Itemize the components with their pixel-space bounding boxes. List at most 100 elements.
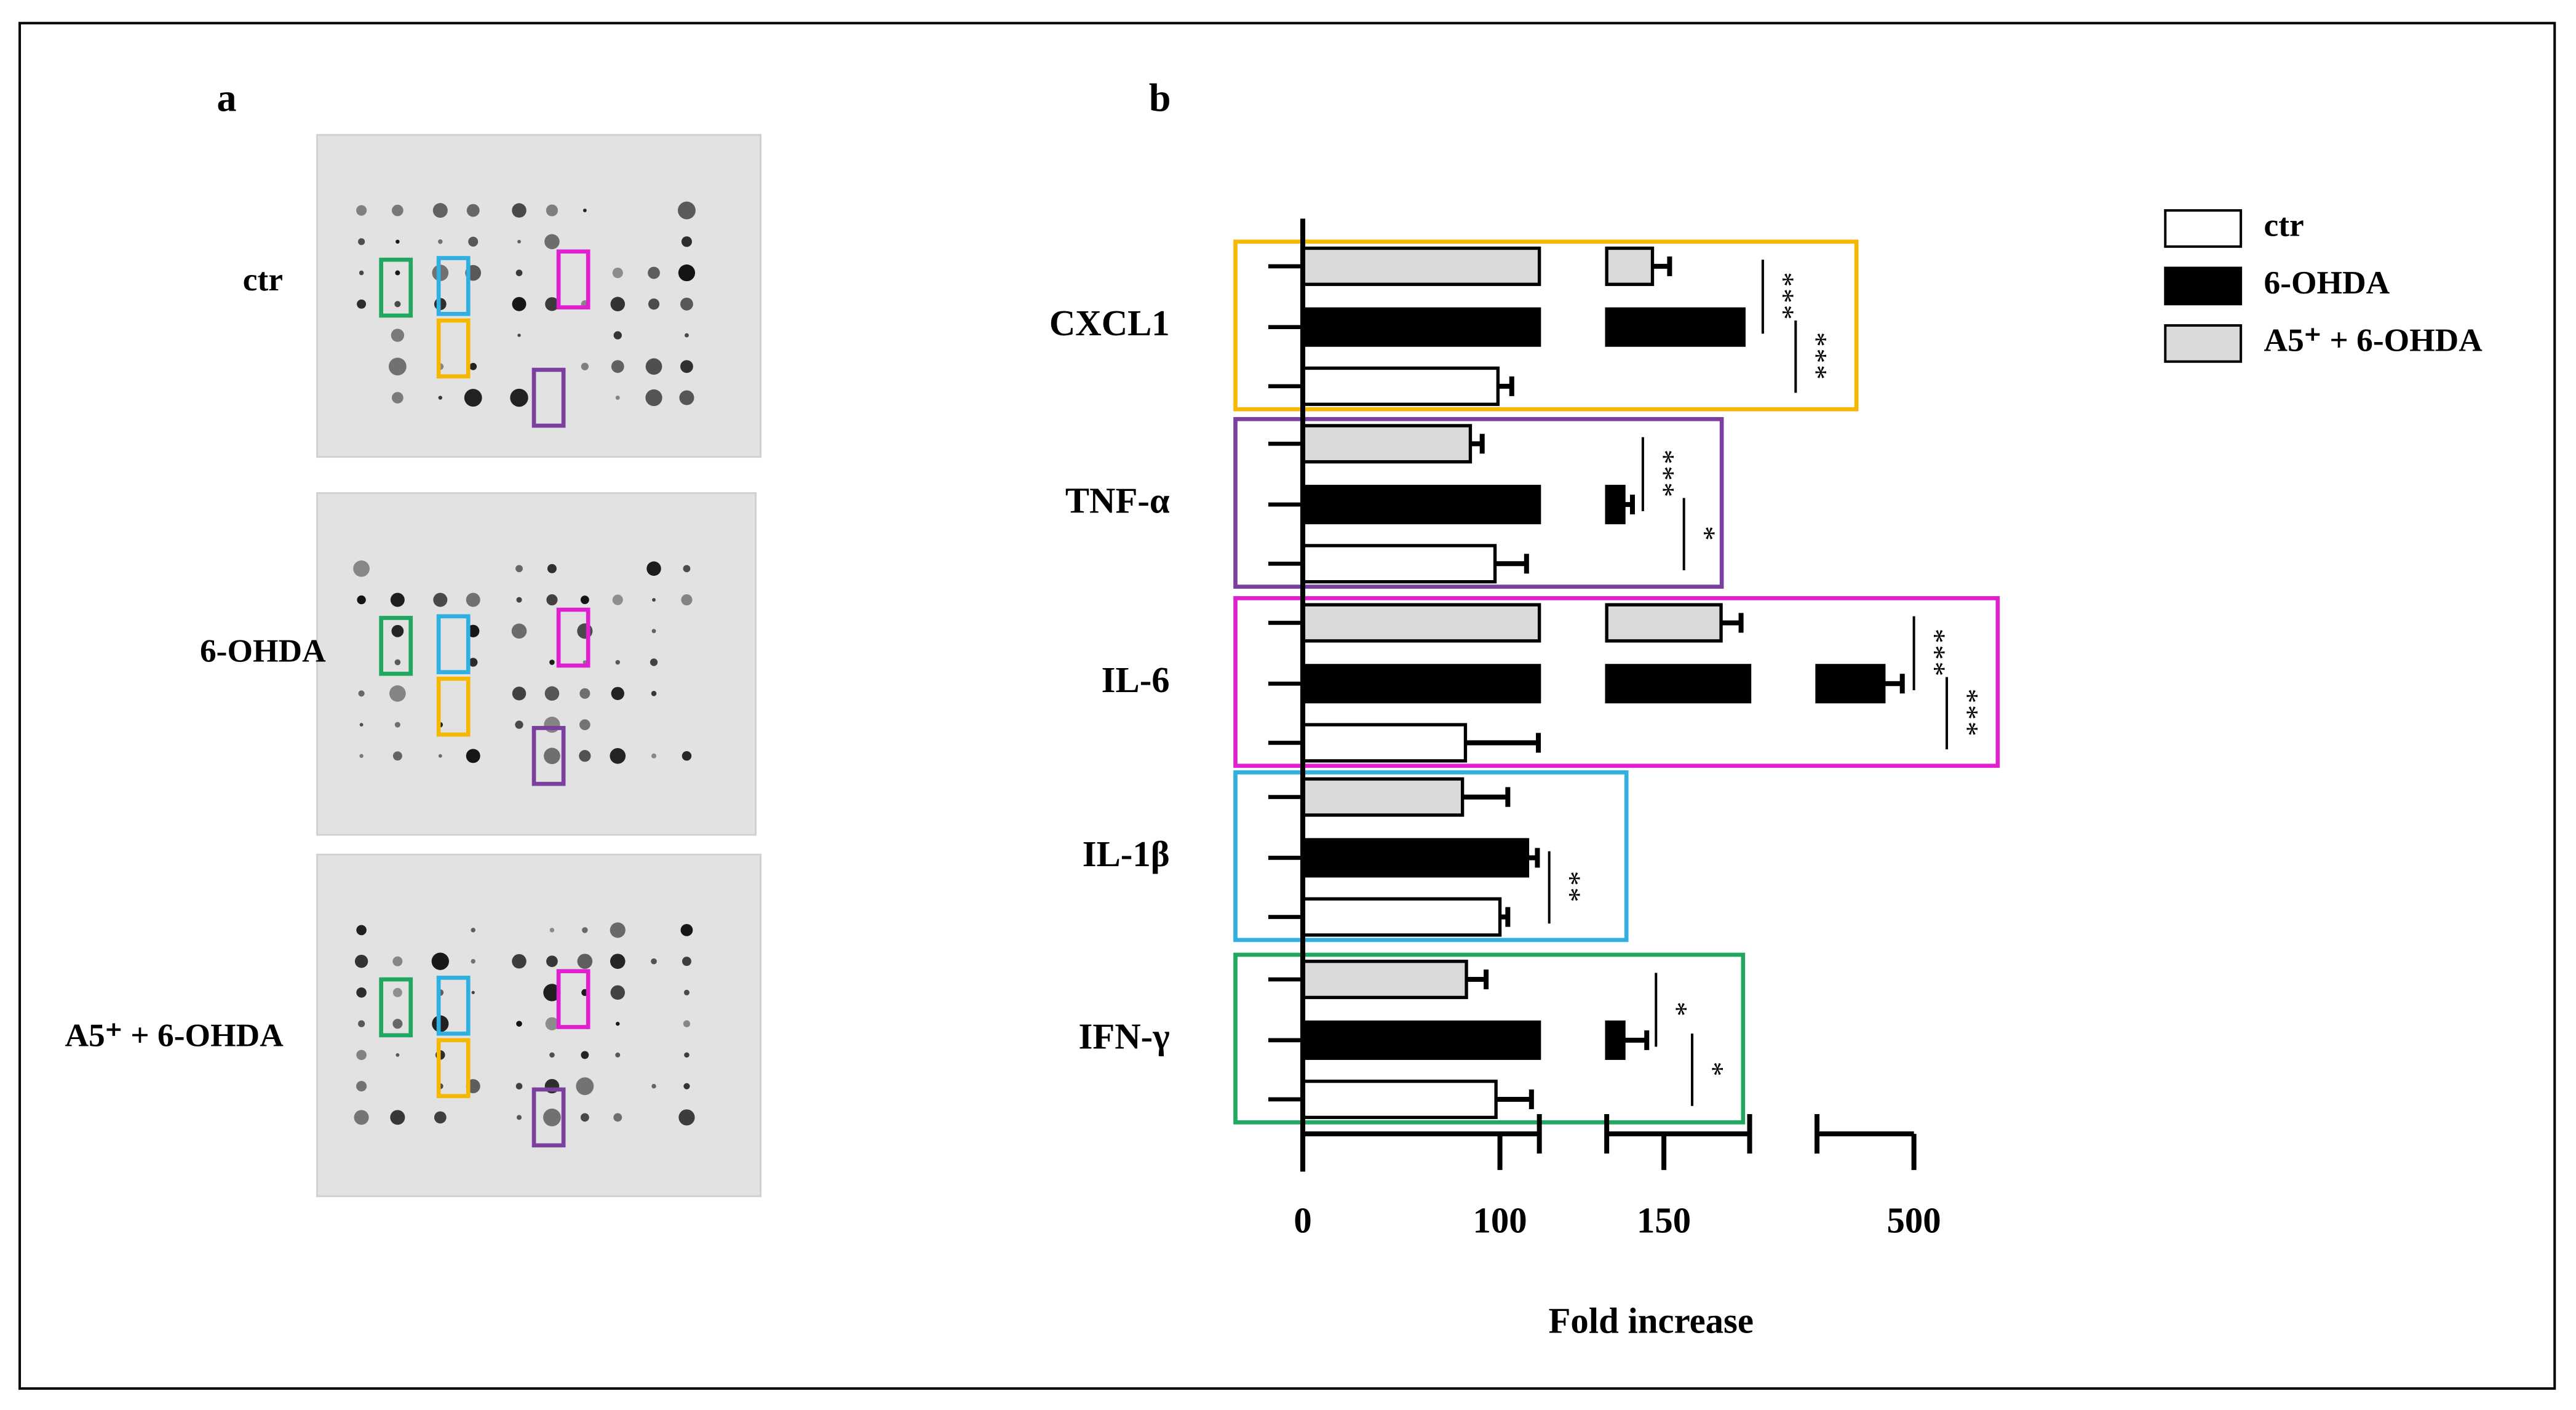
legend-label: A5⁺ + 6-OHDA [2264, 322, 2483, 359]
blot-spot [357, 238, 365, 245]
blot-spot [616, 1021, 620, 1026]
blot-spot [396, 239, 400, 244]
significance-label: *** [1800, 332, 1833, 381]
bar [1301, 1079, 1498, 1120]
blot-spot [611, 687, 624, 700]
blot-label: A5⁺ + 6-OHDA [65, 1016, 284, 1053]
error-bar [1652, 256, 1672, 276]
blot-spot [544, 747, 560, 765]
blot-spot [394, 722, 400, 728]
blot-membrane [316, 133, 761, 458]
y-tick-label: IFN-γ [1078, 1016, 1169, 1056]
category-highlight [1233, 770, 1629, 942]
blot-spot [549, 928, 555, 933]
legend-swatch [2164, 209, 2243, 248]
blot-spot [545, 297, 559, 311]
blot-spot [683, 565, 691, 573]
y-tick-label: CXCL1 [1049, 303, 1170, 343]
blot-spot [390, 1110, 405, 1125]
blot-spot [615, 396, 620, 400]
blot-spot [469, 658, 478, 667]
blot-spot [547, 564, 557, 573]
error-bar [1496, 1089, 1534, 1110]
blot-spot [392, 392, 403, 404]
blot-spot [611, 360, 624, 373]
blot-spot [357, 1020, 365, 1027]
y-tick-label: IL-1β [1083, 834, 1170, 874]
error-bar [1498, 376, 1514, 396]
blot-spot [545, 1017, 559, 1030]
bar [1605, 1020, 1626, 1060]
blot-spot [651, 691, 657, 696]
blot-spot [471, 990, 475, 995]
legend-label: 6-OHDA [2264, 264, 2390, 301]
bar [1605, 664, 1752, 704]
blot-spot [612, 594, 623, 605]
blot-spot [392, 987, 402, 997]
blot-spot [517, 239, 521, 244]
blot-spot [516, 597, 522, 603]
blot-spot [645, 389, 662, 407]
blot-spot [358, 690, 365, 697]
blot-spot [356, 925, 367, 936]
blot-spot [544, 686, 560, 701]
blot-spot [512, 297, 527, 311]
blot-spot [433, 592, 448, 607]
blot-highlight [556, 969, 590, 1029]
blot-spot [515, 1083, 523, 1089]
blot-label: ctr [243, 261, 283, 298]
blot-spot [610, 954, 626, 969]
blot-spot [610, 747, 626, 764]
blot-spot [544, 234, 560, 250]
blot-spot [432, 203, 448, 218]
blot-highlight [531, 1087, 566, 1148]
blot-spot [549, 1052, 555, 1058]
legend-swatch [2164, 266, 2243, 306]
error-bar [1465, 733, 1541, 753]
legend-swatch [2164, 324, 2243, 363]
blot-spot [613, 331, 622, 340]
bar [1301, 777, 1465, 817]
blot-spot [680, 297, 693, 311]
bar [1301, 664, 1541, 704]
blot-spot [681, 236, 692, 247]
blot-spot [612, 268, 623, 279]
blot-spot [354, 954, 368, 968]
blot-spot [392, 751, 402, 761]
blot-spot [549, 659, 555, 665]
blot-spot [390, 592, 405, 607]
blot-highlight [436, 318, 471, 379]
significance-label: ** [1554, 871, 1586, 904]
blot-label: 6-OHDA [200, 632, 326, 669]
blot-spot [395, 270, 400, 276]
blot-spot [579, 719, 590, 730]
blot-spot [394, 659, 401, 666]
bar [1301, 723, 1468, 763]
blot-spot [652, 598, 656, 602]
error-bar [1462, 787, 1511, 807]
blot-spot [356, 1081, 367, 1092]
blot-spot [359, 270, 364, 276]
significance-label: *** [1647, 450, 1680, 499]
blot-spot [466, 749, 480, 763]
blot-spot [577, 954, 593, 969]
bar [1301, 1020, 1541, 1060]
blot-spot [512, 687, 527, 701]
blot-spot [648, 298, 660, 310]
y-tick-label: IL-6 [1102, 660, 1170, 700]
blot-spot [357, 595, 366, 605]
blot-spot [515, 565, 523, 573]
bar [1605, 485, 1626, 525]
panel-label: a [217, 76, 237, 119]
blot-spot [356, 1050, 367, 1061]
blot-spot [512, 203, 527, 218]
category-highlight [1233, 952, 1746, 1125]
blot-spot [515, 269, 523, 276]
blot-spot [512, 954, 527, 969]
blot-spot [356, 987, 367, 998]
blot-highlight [556, 249, 590, 309]
blot-spot [580, 595, 589, 605]
significance-label: * [1661, 1002, 1693, 1018]
bar [1301, 959, 1468, 1000]
error-bar [1470, 434, 1485, 454]
